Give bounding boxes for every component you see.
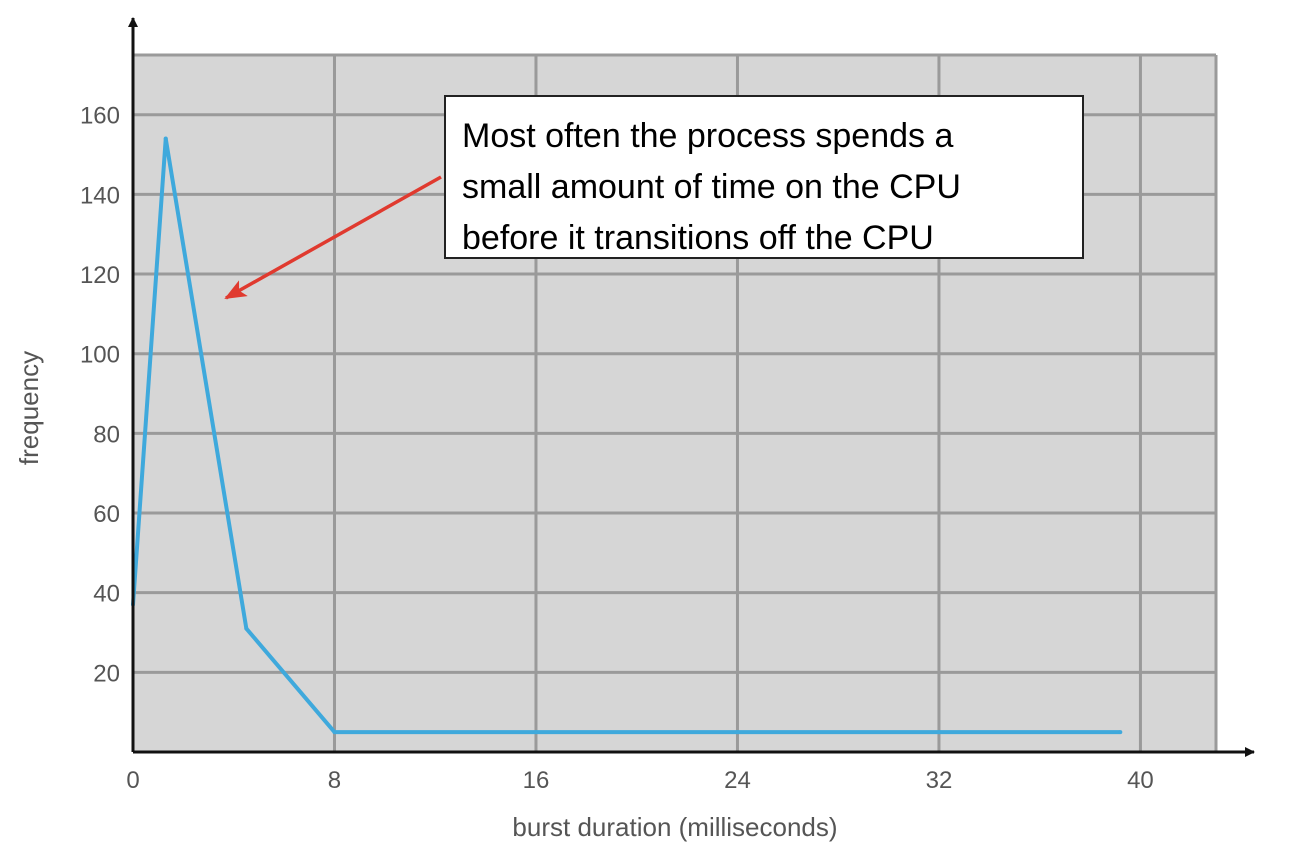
y-tick-label: 20 <box>93 660 120 687</box>
annotation-arrow <box>224 175 442 300</box>
y-tick-label: 80 <box>93 421 120 448</box>
data-point <box>936 730 941 735</box>
data-point <box>163 136 168 141</box>
data-point <box>735 730 740 735</box>
x-tick-label: 40 <box>1127 767 1154 794</box>
x-tick-label: 16 <box>523 767 550 794</box>
y-tick-label: 40 <box>93 581 120 608</box>
series-line <box>131 136 1121 735</box>
data-point <box>332 730 337 735</box>
y-tick-label: 60 <box>93 501 120 528</box>
y-tick-label: 120 <box>80 262 120 289</box>
annotation-box: Most often the process spends a small am… <box>444 95 1084 259</box>
data-point <box>1118 730 1123 735</box>
y-axis-title: frequency <box>14 351 44 465</box>
tick-labels: 0 8 16 24 32 40 20 40 60 80 100 120 140 160 <box>80 103 1154 794</box>
data-point <box>533 730 538 735</box>
x-tick-label: 32 <box>926 767 953 794</box>
x-axis-title: burst duration (milliseconds) <box>512 812 837 842</box>
annotation-line-3: before it transitions off the CPU <box>462 219 934 257</box>
x-tick-label: 0 <box>126 767 139 794</box>
x-tick-label: 24 <box>724 767 751 794</box>
annotation-line-1: Most often the process spends a <box>462 117 954 155</box>
annotation-line-2: small amount of time on the CPU <box>462 168 961 206</box>
y-tick-label: 140 <box>80 182 120 209</box>
x-tick-label: 8 <box>328 767 341 794</box>
y-tick-label: 100 <box>80 342 120 369</box>
y-tick-label: 160 <box>80 103 120 130</box>
data-point <box>244 626 249 631</box>
